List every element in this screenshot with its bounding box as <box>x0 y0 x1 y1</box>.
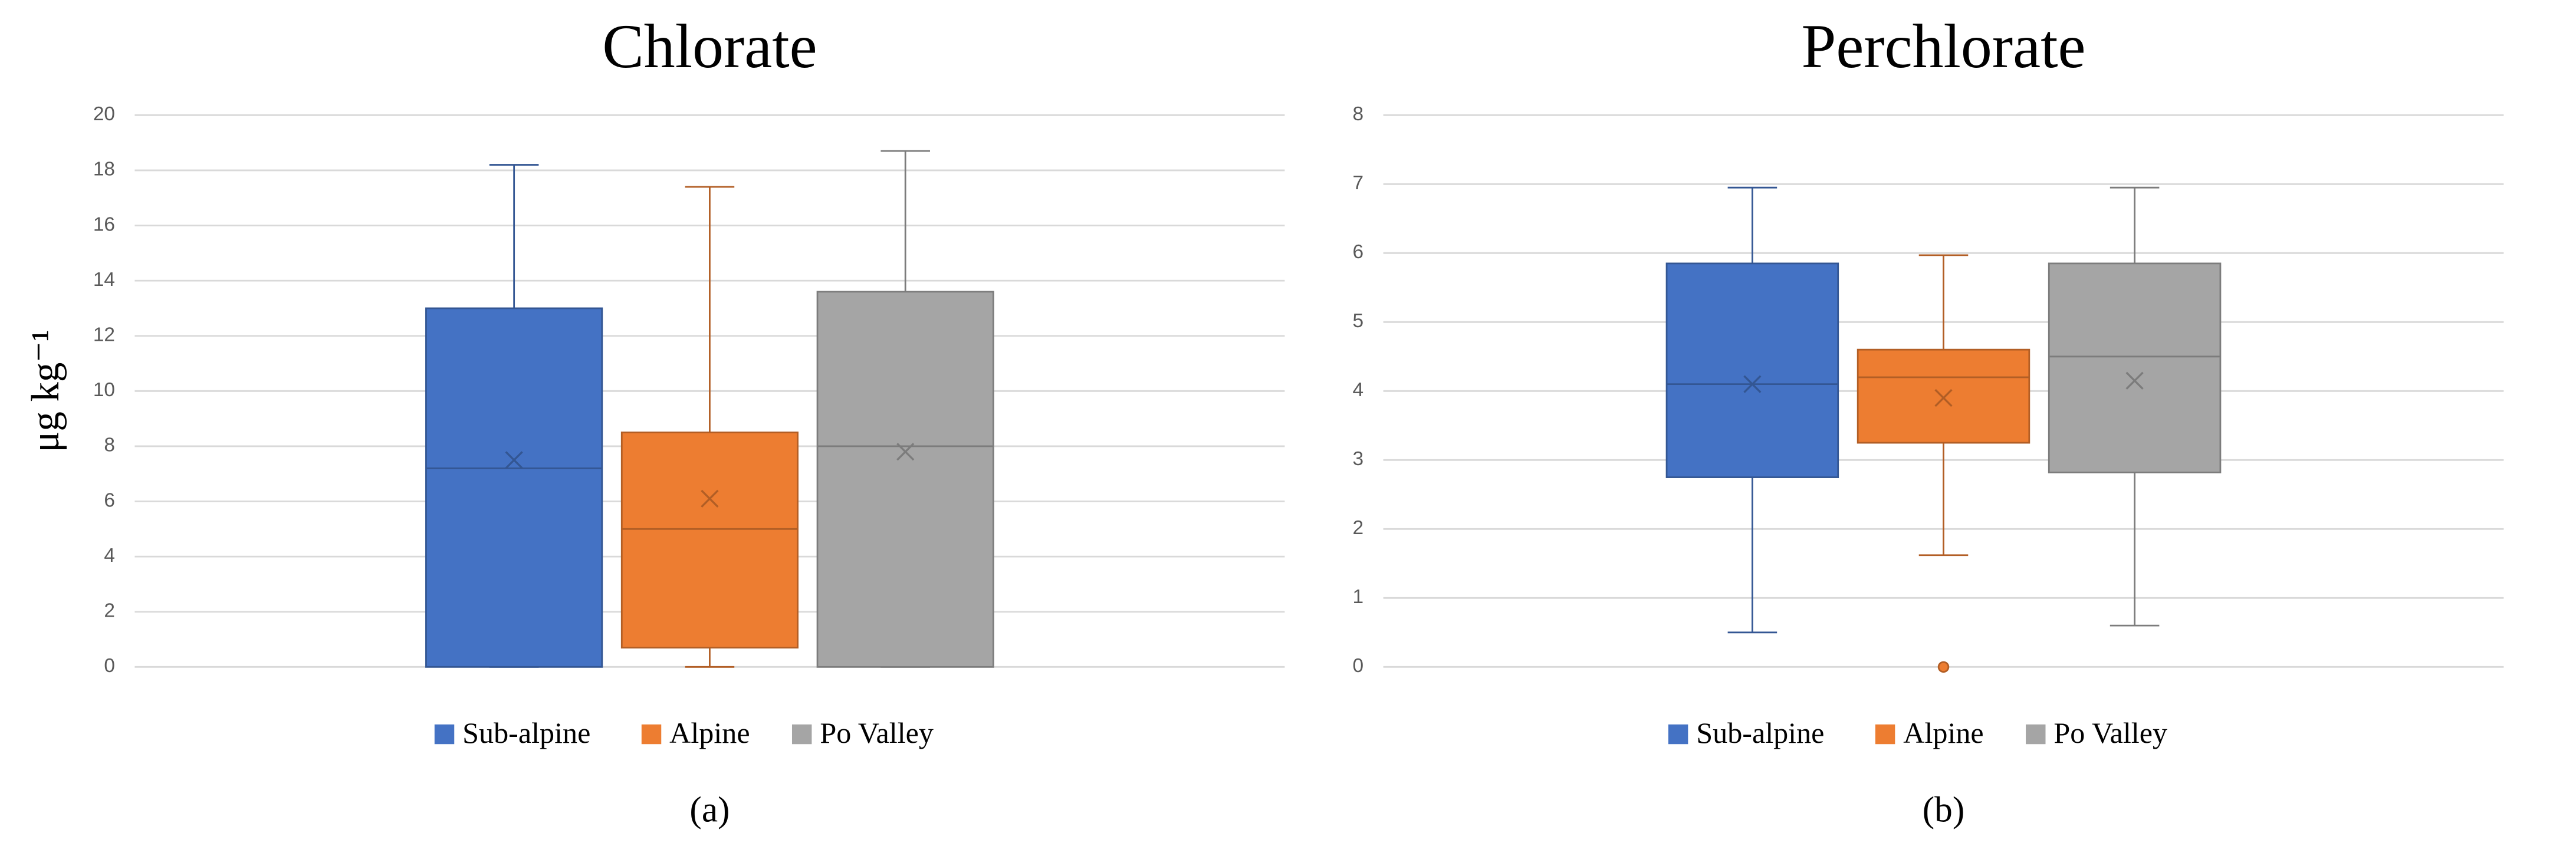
y-tick-label: 1 <box>1353 586 1364 608</box>
y-tick-label: 14 <box>93 269 115 291</box>
legend-label: Alpine <box>1903 716 1983 749</box>
legend-label: Sub-alpine <box>462 716 590 749</box>
y-tick-label: 4 <box>1353 379 1364 401</box>
y-tick-label: 7 <box>1353 172 1364 194</box>
box <box>620 432 799 648</box>
box <box>1857 348 2030 444</box>
chart-title: Perchlorate <box>1802 12 2086 81</box>
mean-marker <box>896 443 915 461</box>
mean-marker <box>505 451 523 469</box>
chart-title: Chlorate <box>602 12 817 81</box>
y-tick-label: 6 <box>1353 241 1364 263</box>
y-tick-label: 5 <box>1353 310 1364 332</box>
y-tick-label: 3 <box>1353 448 1364 470</box>
mean-marker <box>701 489 719 508</box>
y-tick-label: 12 <box>93 324 115 346</box>
legend-label: Po Valley <box>2053 716 2167 749</box>
caption: (b) <box>1923 789 1964 829</box>
box <box>1665 262 1839 478</box>
y-tick-label: 0 <box>1353 655 1364 677</box>
y-tick-label: 16 <box>93 213 115 235</box>
y-tick-label: 18 <box>93 159 115 180</box>
legend-swatch <box>1875 724 1895 745</box>
legend-swatch <box>434 724 455 745</box>
y-tick-label: 20 <box>93 103 115 125</box>
y-tick-label: 10 <box>93 379 115 401</box>
caption: (a) <box>689 789 730 829</box>
y-tick-label: 2 <box>104 600 115 622</box>
y-tick-label: 8 <box>104 434 115 456</box>
legend-swatch <box>791 724 812 745</box>
legend-swatch <box>1668 724 1688 745</box>
legend-swatch <box>2026 724 2046 745</box>
legend-label: Sub-alpine <box>1696 716 1824 749</box>
y-tick-label: 0 <box>104 655 115 677</box>
outlier <box>1937 661 1950 673</box>
mean-marker <box>1743 375 1762 393</box>
y-tick-label: 2 <box>1353 517 1364 539</box>
legend-swatch <box>641 724 662 745</box>
legend-label: Po Valley <box>820 716 934 749</box>
y-tick-label: 6 <box>104 489 115 511</box>
y-tick-label: 4 <box>104 545 115 567</box>
mean-marker <box>1934 389 1953 407</box>
y-tick-label: 8 <box>1353 103 1364 125</box>
y-axis-label: μg kg⁻¹ <box>24 330 67 452</box>
box <box>425 307 603 668</box>
mean-marker <box>2125 371 2144 390</box>
box <box>816 291 994 668</box>
box <box>2048 262 2222 473</box>
legend-label: Alpine <box>669 716 750 749</box>
